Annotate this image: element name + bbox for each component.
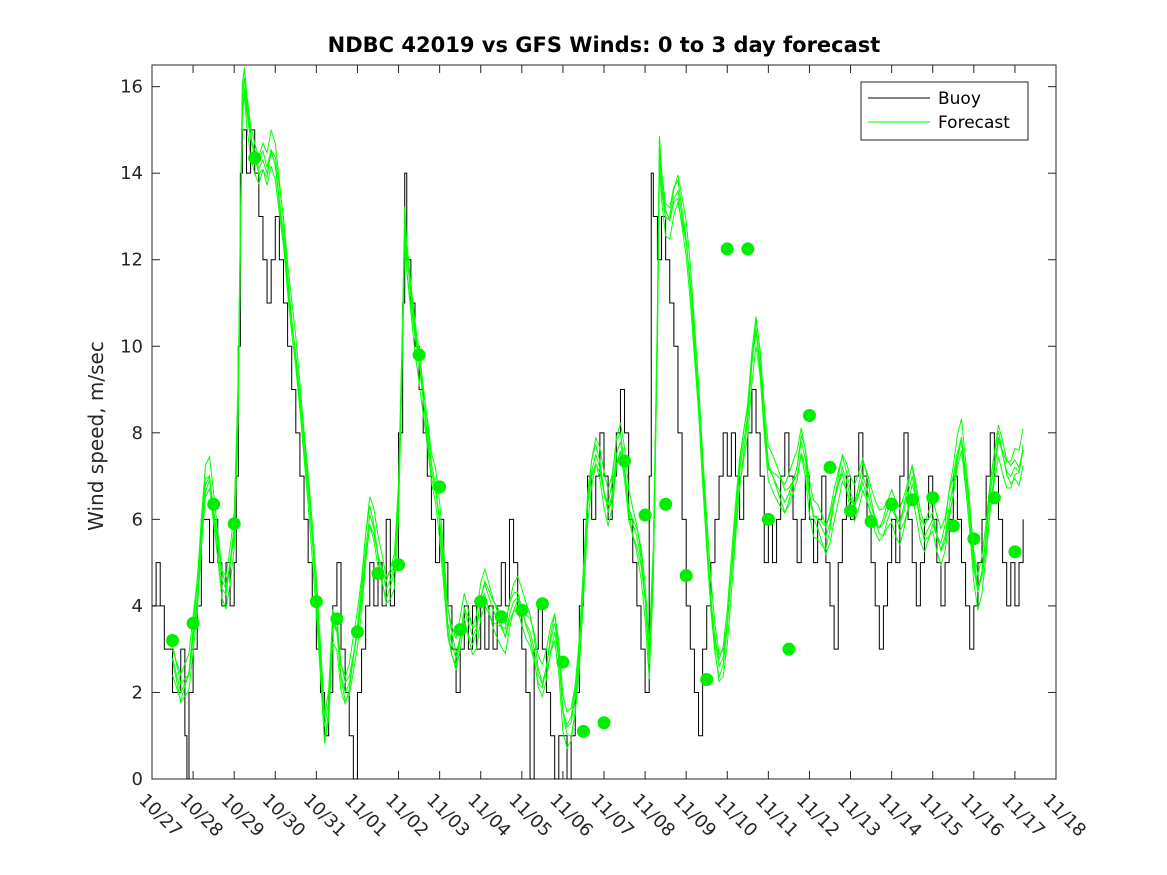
x-tick-label: 11/13	[833, 790, 885, 842]
y-ticks: 0 2 4 6 8 10 12 14 16	[120, 77, 1056, 790]
x-tick-label: 11/10	[710, 790, 762, 842]
forecast-marker	[392, 558, 406, 572]
forecast-marker	[207, 497, 221, 511]
forecast-marker	[248, 151, 262, 165]
y-tick-label: 14	[120, 163, 143, 184]
x-tick-label: 11/18	[1038, 790, 1090, 842]
axes-box	[151, 64, 1057, 780]
x-tick-label: 11/01	[340, 790, 392, 842]
forecast-marker	[741, 242, 755, 256]
x-tick-label: 11/06	[545, 790, 597, 842]
legend: Buoy Forecast	[860, 81, 1029, 141]
forecast-marker	[1008, 545, 1022, 559]
forecast-marker	[576, 724, 590, 738]
y-tick-label: 0	[132, 769, 143, 790]
forecast-marker	[802, 409, 816, 423]
forecast-marker	[638, 508, 652, 522]
y-tick-label: 8	[132, 423, 143, 444]
plot-area	[151, 64, 1057, 780]
x-tick-label: 11/14	[874, 790, 926, 842]
forecast-marker	[946, 519, 960, 533]
y-axis-label: Wind speed, m/sec	[84, 341, 108, 531]
marker-layer	[166, 151, 1022, 738]
forecast-marker	[350, 625, 364, 639]
x-tick-label: 11/16	[956, 790, 1008, 842]
forecast-marker	[597, 716, 611, 730]
forecast-marker	[330, 612, 344, 626]
x-tick-label: 10/28	[176, 790, 228, 842]
forecast-marker	[433, 480, 447, 494]
forecast-marker	[987, 491, 1001, 505]
series-layer	[152, 67, 1024, 780]
forecast-marker	[309, 595, 323, 609]
forecast-marker	[227, 517, 241, 531]
legend-buoy-label: Buoy	[938, 89, 981, 109]
x-tick-label: 11/05	[504, 790, 556, 842]
forecast-marker	[885, 497, 899, 511]
x-tick-label: 10/31	[299, 790, 351, 842]
forecast-marker	[556, 655, 570, 669]
y-tick-label: 2	[132, 682, 143, 703]
forecast-marker	[926, 491, 940, 505]
forecast-marker	[535, 597, 549, 611]
x-tick-label: 11/17	[997, 790, 1049, 842]
forecast-marker	[659, 497, 673, 511]
forecast-marker	[453, 623, 467, 637]
forecast-marker	[844, 504, 858, 518]
forecast-marker	[967, 532, 981, 546]
forecast-marker	[186, 616, 200, 630]
series-forecast-line	[172, 67, 1024, 715]
x-tick-label: 10/27	[134, 790, 186, 842]
forecast-marker	[515, 603, 529, 617]
forecast-marker	[371, 566, 385, 580]
forecast-marker	[761, 512, 775, 526]
forecast-marker	[166, 634, 180, 648]
x-tick-label: 10/29	[217, 790, 269, 842]
forecast-marker	[679, 569, 693, 583]
x-tick-label: 11/02	[381, 790, 433, 842]
y-tick-label: 4	[132, 596, 143, 617]
y-tick-label: 12	[120, 250, 143, 271]
x-tick-label: 10/30	[258, 790, 310, 842]
x-tick-label: 11/07	[586, 790, 638, 842]
forecast-marker	[905, 493, 919, 507]
x-tick-label: 11/08	[628, 790, 680, 842]
x-tick-label: 11/03	[422, 790, 474, 842]
x-tick-label: 11/04	[463, 790, 515, 842]
y-tick-label: 10	[120, 336, 143, 357]
forecast-marker	[494, 610, 508, 624]
legend-box	[860, 81, 1029, 141]
x-tick-label: 11/12	[792, 790, 844, 842]
series-forecast-line	[172, 96, 1024, 744]
forecast-marker	[782, 642, 796, 656]
forecast-marker	[823, 460, 837, 474]
x-tick-label: 11/11	[751, 790, 803, 842]
forecast-marker	[720, 242, 734, 256]
y-tick-label: 6	[132, 509, 143, 530]
forecast-marker	[864, 515, 878, 529]
forecast-marker	[700, 672, 714, 686]
chart-title: NDBC 42019 vs GFS Winds: 0 to 3 day fore…	[328, 33, 881, 57]
y-tick-label: 16	[120, 77, 143, 98]
forecast-marker	[474, 595, 488, 609]
legend-forecast-label: Forecast	[938, 113, 1010, 133]
forecast-marker	[618, 454, 632, 468]
x-tick-label: 11/15	[915, 790, 967, 842]
forecast-marker	[412, 348, 426, 362]
x-tick-label: 11/09	[669, 790, 721, 842]
